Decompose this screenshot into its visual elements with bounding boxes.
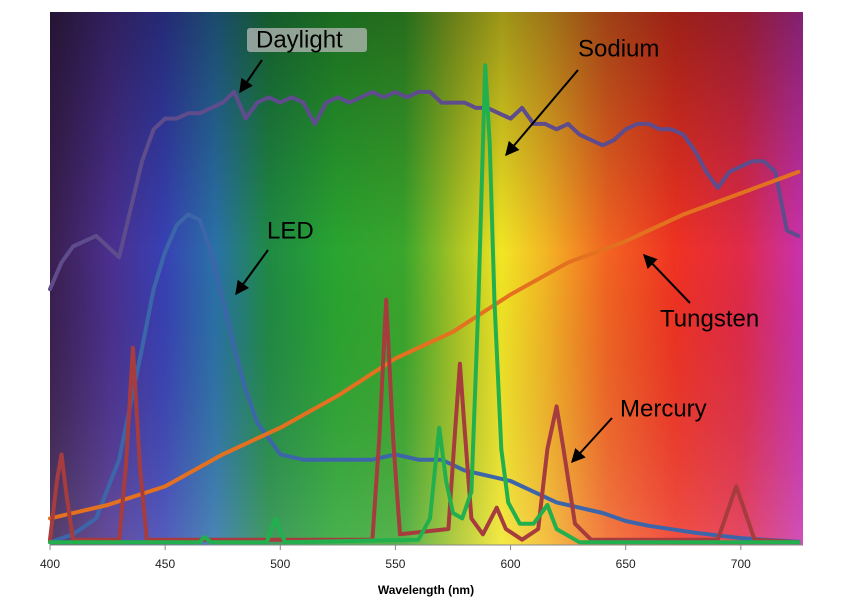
x-tick-label: 450 [155,557,175,571]
arrow [505,69,579,157]
label-highlight [247,28,367,52]
x-tick-label: 550 [385,557,405,571]
x-tick-label: 400 [40,557,60,571]
x-tick-label: 650 [616,557,636,571]
x-tick-label: 700 [731,557,751,571]
series-line [48,63,801,545]
x-axis-title: Wavelength (nm) [378,583,474,597]
arrow [571,417,613,464]
series-line [48,89,801,292]
plot-shade [50,12,803,545]
series-line [48,212,801,545]
arrows [235,59,691,464]
series-line [48,297,801,545]
series-line [48,169,801,521]
annotation: LED [267,217,314,244]
annotation: Mercury [620,395,707,422]
annotation: Tungsten [660,305,759,332]
x-tick-label: 600 [501,557,521,571]
arrow [643,253,691,304]
arrow [239,59,263,94]
x-tick-label: 500 [270,557,290,571]
annotation: Sodium [578,35,659,62]
annotation: Daylight [256,26,343,53]
arrow [235,249,269,296]
